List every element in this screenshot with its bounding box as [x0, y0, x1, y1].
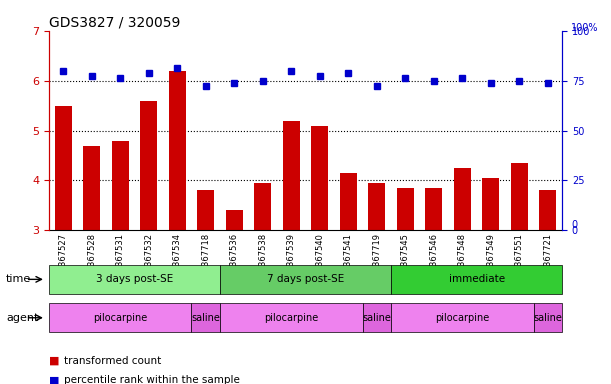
- Bar: [540, 190, 557, 230]
- Bar: [140, 101, 157, 230]
- Text: GDS3827 / 320059: GDS3827 / 320059: [49, 15, 180, 29]
- Text: pilocarpine: pilocarpine: [264, 313, 318, 323]
- Bar: [83, 146, 100, 230]
- Bar: [169, 71, 186, 230]
- Text: transformed count: transformed count: [64, 356, 161, 366]
- Text: percentile rank within the sample: percentile rank within the sample: [64, 375, 240, 384]
- Bar: [283, 121, 300, 230]
- Bar: [197, 190, 214, 230]
- Bar: [482, 178, 499, 230]
- Text: ■: ■: [49, 356, 59, 366]
- Text: immediate: immediate: [448, 274, 505, 285]
- Bar: [397, 188, 414, 230]
- Bar: [254, 183, 271, 230]
- Text: pilocarpine: pilocarpine: [93, 313, 147, 323]
- Bar: [368, 183, 386, 230]
- Text: saline: saline: [362, 313, 391, 323]
- Text: saline: saline: [191, 313, 220, 323]
- Bar: [225, 210, 243, 230]
- Bar: [340, 173, 357, 230]
- Text: pilocarpine: pilocarpine: [435, 313, 489, 323]
- Text: 100%: 100%: [571, 23, 599, 33]
- Text: 3 days post-SE: 3 days post-SE: [96, 274, 173, 285]
- Text: 0: 0: [571, 220, 577, 230]
- Bar: [425, 188, 442, 230]
- Text: ■: ■: [49, 375, 59, 384]
- Text: saline: saline: [533, 313, 562, 323]
- Text: time: time: [6, 274, 31, 285]
- Bar: [311, 126, 328, 230]
- Bar: [454, 168, 471, 230]
- Bar: [112, 141, 129, 230]
- Bar: [511, 163, 528, 230]
- Bar: [54, 106, 71, 230]
- Text: agent: agent: [6, 313, 38, 323]
- Text: 7 days post-SE: 7 days post-SE: [267, 274, 344, 285]
